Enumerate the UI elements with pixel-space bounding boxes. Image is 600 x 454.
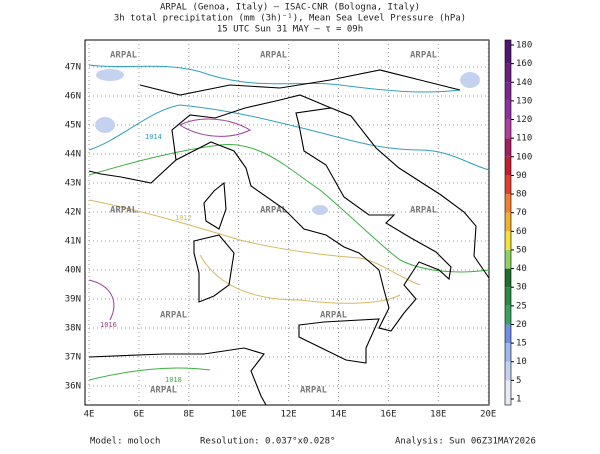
isobar-label: 1014: [145, 133, 162, 141]
watermark: ARPAL: [110, 51, 138, 61]
colorbar-label: 40: [516, 264, 527, 274]
colorbar-segment: [505, 40, 511, 64]
colorbar-segment: [505, 324, 511, 344]
colorbar-segment: [505, 249, 511, 269]
isobar-label: 1018: [165, 376, 182, 384]
precip-patch: [312, 205, 328, 215]
colorbar-label: 110: [516, 134, 532, 144]
title-line: ARPAL (Genoa, Italy) – ISAC-CNR (Bologna…: [160, 3, 420, 13]
colorbar-segment: [505, 380, 511, 405]
colorbar-label: 120: [516, 115, 532, 125]
colorbar-label: 70: [516, 208, 527, 218]
lon-label: 12E: [280, 410, 296, 420]
precip-patch: [460, 72, 480, 88]
colorbar-segment: [505, 156, 511, 176]
colorbar: 1510152025304050607080901001101201301401…: [504, 39, 532, 406]
watermark: ARPAL: [410, 206, 438, 216]
watermark: ARPAL: [110, 206, 138, 216]
colorbar-label: 1: [516, 395, 521, 405]
lat-label: 41N: [65, 237, 81, 247]
isobar-label: 1012: [175, 214, 192, 222]
colorbar-label: 15: [516, 339, 527, 349]
colorbar-segment: [505, 138, 511, 157]
footer-resolution: Resolution: 0.037°x0.028°: [200, 437, 335, 447]
lat-label: 42N: [65, 208, 81, 218]
colorbar-label: 25: [516, 301, 527, 311]
footer-analysis: Analysis: Sun 06Z31MAY2026: [395, 437, 536, 447]
lat-label: 46N: [65, 92, 81, 102]
lon-label: 4E: [84, 410, 95, 420]
colorbar-label: 80: [516, 190, 527, 200]
lat-label: 45N: [65, 121, 81, 131]
colorbar-label: 180: [516, 41, 532, 51]
watermark: ARPAL: [160, 311, 188, 321]
colorbar-segment: [505, 287, 511, 306]
lat-label: 47N: [65, 63, 81, 73]
lat-label: 40N: [65, 266, 81, 276]
lat-label: 37N: [65, 353, 81, 363]
lon-label: 16E: [380, 410, 396, 420]
colorbar-label: 160: [516, 59, 532, 69]
colorbar-segment: [505, 194, 511, 213]
precip-patch: [96, 69, 124, 81]
colorbar-segment: [505, 63, 511, 83]
lat-label: 44N: [65, 150, 81, 160]
lon-label: 6E: [133, 410, 144, 420]
colorbar-segment: [505, 305, 511, 325]
watermark: ARPAL: [300, 386, 328, 396]
colorbar-segment: [505, 119, 511, 139]
colorbar-label: 20: [516, 320, 527, 330]
colorbar-label: 10: [516, 357, 527, 367]
graticule: [85, 40, 489, 405]
lat-label: 38N: [65, 324, 81, 334]
footer-model: Model: moloch: [90, 437, 160, 447]
lon-label: 18E: [430, 410, 446, 420]
colorbar-label: 100: [516, 152, 532, 162]
map-frame: [84, 39, 490, 406]
watermark: ARPAL: [260, 51, 288, 61]
colorbar-segment: [505, 175, 511, 195]
colorbar-segment: [505, 268, 511, 288]
colorbar-label: 130: [516, 96, 532, 106]
colorbar-label: 50: [516, 245, 527, 255]
colorbar-segment: [505, 231, 511, 250]
watermark: ARPAL: [150, 386, 178, 396]
colorbar-segment: [505, 82, 511, 101]
title-line: 15 UTC Sun 31 MAY – τ = 09h: [217, 25, 363, 35]
lon-label: 8E: [183, 410, 194, 420]
watermark: ARPAL: [260, 206, 288, 216]
colorbar-segment: [505, 100, 511, 120]
colorbar-label: 5: [516, 376, 521, 386]
lat-label: 43N: [65, 179, 81, 189]
colorbar-segment: [505, 212, 511, 232]
colorbar-segment: [505, 361, 511, 381]
title-line: 3h total precipitation (mm (3h)⁻¹), Mean…: [114, 14, 466, 24]
colorbar-label: 140: [516, 78, 532, 88]
lon-label: 10E: [231, 410, 247, 420]
colorbar-label: 60: [516, 227, 527, 237]
lon-label: 14E: [330, 410, 346, 420]
colorbar-frame: [504, 39, 512, 406]
watermark: ARPAL: [410, 51, 438, 61]
watermark: ARPAL: [320, 311, 348, 321]
lat-label: 36N: [65, 382, 81, 392]
isobar-label: 1016: [100, 321, 117, 329]
coastlines: [88, 69, 490, 406]
colorbar-label: 90: [516, 171, 527, 181]
colorbar-segment: [505, 343, 511, 362]
precip-patch: [95, 117, 115, 133]
lon-label: 20E: [480, 410, 496, 420]
colorbar-label: 30: [516, 283, 527, 293]
lat-label: 39N: [65, 295, 81, 305]
precip-patches: [95, 69, 480, 215]
